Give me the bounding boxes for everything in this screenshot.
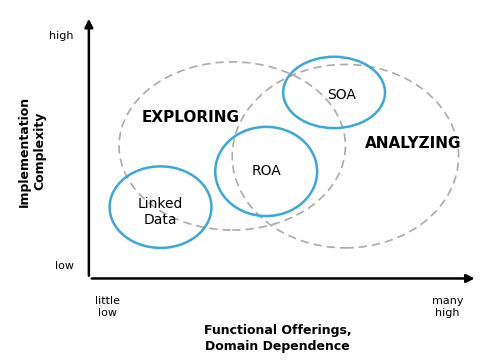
- Text: ROA: ROA: [252, 165, 281, 178]
- Text: Functional Offerings,
Domain Dependence: Functional Offerings, Domain Dependence: [204, 324, 352, 353]
- Text: many
high: many high: [432, 296, 463, 318]
- Text: Linked
Data: Linked Data: [138, 197, 183, 227]
- Text: high: high: [50, 31, 74, 41]
- Text: little
low: little low: [95, 296, 120, 318]
- Text: EXPLORING: EXPLORING: [142, 110, 240, 126]
- Text: low: low: [55, 261, 74, 271]
- Text: Implementation
Complexity: Implementation Complexity: [18, 95, 47, 207]
- Text: SOA: SOA: [327, 88, 356, 102]
- Text: ANALYZING: ANALYZING: [365, 136, 462, 151]
